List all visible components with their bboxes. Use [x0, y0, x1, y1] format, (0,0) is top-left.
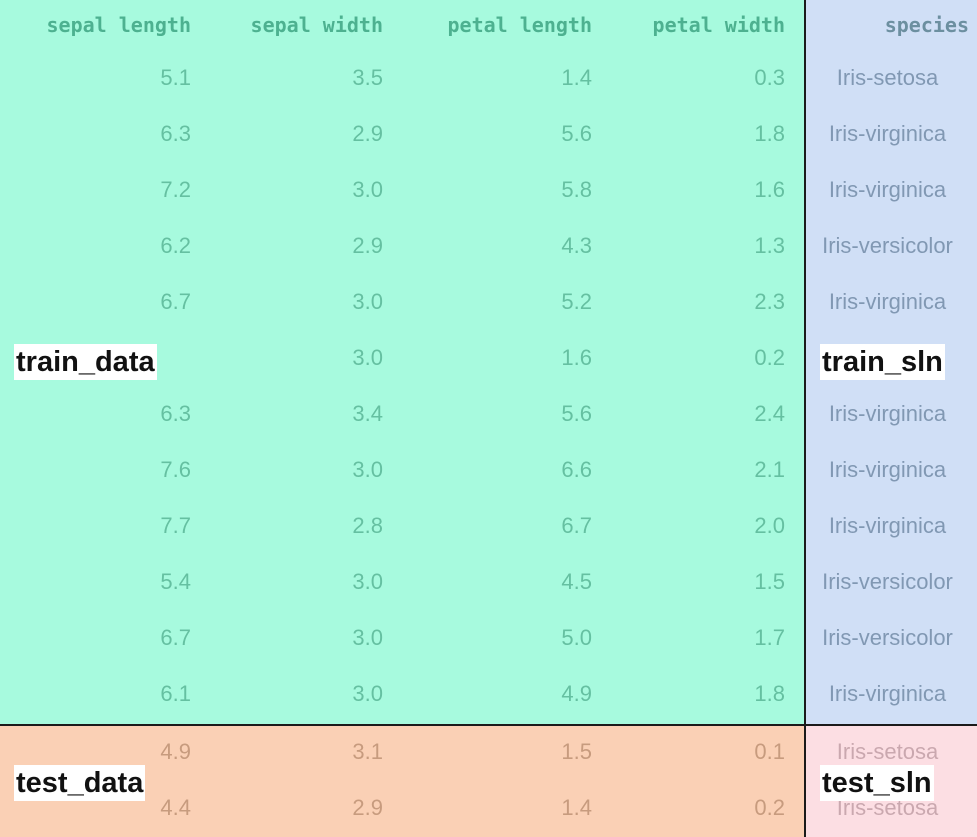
- cell-sepal-width: 3.0: [352, 681, 383, 706]
- train-test-divider: [0, 724, 977, 726]
- cell-species: Iris-versicolor: [822, 569, 953, 594]
- cell-sepal-length: 5.4: [160, 569, 191, 594]
- cell-petal-width: 2.3: [754, 289, 785, 314]
- features-target-divider: [804, 0, 806, 837]
- table-row: 6.3 3.4 5.6 2.4 Iris-virginica: [0, 386, 977, 442]
- cell-petal-length: 6.7: [561, 513, 592, 538]
- cell-sepal-length: 7.6: [160, 457, 191, 482]
- cell-petal-length: 6.6: [561, 457, 592, 482]
- cell-petal-width: 1.8: [754, 121, 785, 146]
- train-data-label: train_data: [14, 344, 157, 380]
- cell-sepal-width: 2.9: [352, 233, 383, 258]
- table-row: 7.6 3.0 6.6 2.1 Iris-virginica: [0, 442, 977, 498]
- cell-petal-width: 0.3: [754, 65, 785, 90]
- cell-species: Iris-virginica: [828, 681, 947, 706]
- cell-petal-width: 1.3: [754, 233, 785, 258]
- table-row: 6.1 3.0 4.9 1.8 Iris-virginica: [0, 666, 977, 722]
- cell-petal-length: 1.6: [561, 345, 592, 370]
- column-header-sepal-width: sepal width: [250, 13, 383, 37]
- cell-sepal-width: 3.0: [352, 625, 383, 650]
- cell-petal-width: 1.8: [754, 681, 785, 706]
- cell-petal-width: 2.0: [754, 513, 785, 538]
- cell-species: Iris-setosa: [836, 65, 939, 90]
- cell-sepal-length: 6.3: [160, 121, 191, 146]
- column-header-species: species: [884, 13, 969, 37]
- cell-sepal-length: 6.3: [160, 401, 191, 426]
- table-row: 7.2 3.0 5.8 1.6 Iris-virginica: [0, 162, 977, 218]
- cell-petal-length: 4.9: [561, 681, 592, 706]
- cell-petal-width: 1.5: [754, 569, 785, 594]
- cell-petal-length: 5.0: [561, 625, 592, 650]
- cell-sepal-length: 7.7: [160, 513, 191, 538]
- cell-petal-width: 1.7: [754, 625, 785, 650]
- cell-sepal-width: 3.5: [352, 65, 383, 90]
- cell-species: Iris-versicolor: [822, 233, 953, 258]
- cell-species: Iris-virginica: [828, 121, 947, 146]
- cell-sepal-width: 2.8: [352, 513, 383, 538]
- cell-sepal-width: 3.0: [352, 289, 383, 314]
- cell-sepal-width: 3.0: [352, 569, 383, 594]
- cell-petal-length: 1.4: [561, 65, 592, 90]
- cell-petal-length: 1.5: [561, 739, 592, 764]
- cell-petal-width: 1.6: [754, 177, 785, 202]
- table-row: 5.1 3.5 1.4 0.3 Iris-setosa: [0, 50, 977, 106]
- table-row: 5.4 3.0 4.5 1.5 Iris-versicolor: [0, 554, 977, 610]
- table-row: 6.2 2.9 4.3 1.3 Iris-versicolor: [0, 218, 977, 274]
- cell-sepal-length: 6.7: [160, 625, 191, 650]
- cell-petal-length: 5.2: [561, 289, 592, 314]
- cell-species: Iris-virginica: [828, 177, 947, 202]
- test-data-label: test_data: [14, 765, 146, 801]
- cell-petal-width: 0.1: [754, 739, 785, 764]
- cell-sepal-width: 3.0: [352, 345, 383, 370]
- cell-species: Iris-virginica: [828, 289, 947, 314]
- cell-sepal-length: 6.1: [160, 681, 191, 706]
- table-row: 6.3 2.9 5.6 1.8 Iris-virginica: [0, 106, 977, 162]
- column-header-petal-width: petal width: [652, 13, 785, 37]
- cell-petal-width: 2.1: [754, 457, 785, 482]
- cell-sepal-width: 3.0: [352, 177, 383, 202]
- cell-sepal-length: 6.7: [160, 289, 191, 314]
- table-row: 6.7 3.0 5.0 1.7 Iris-versicolor: [0, 610, 977, 666]
- cell-sepal-length: 5.1: [160, 65, 191, 90]
- cell-petal-length: 5.6: [561, 121, 592, 146]
- cell-petal-length: 4.5: [561, 569, 592, 594]
- table-row: 6.7 3.0 5.2 2.3 Iris-virginica: [0, 274, 977, 330]
- column-header-petal-length: petal length: [447, 13, 593, 37]
- cell-petal-width: 2.4: [754, 401, 785, 426]
- cell-sepal-length: 7.2: [160, 177, 191, 202]
- cell-species: Iris-versicolor: [822, 625, 953, 650]
- cell-petal-length: 1.4: [561, 795, 592, 820]
- cell-sepal-width: 3.4: [352, 401, 383, 426]
- cell-sepal-width: 3.1: [352, 739, 383, 764]
- cell-sepal-length: 6.2: [160, 233, 191, 258]
- cell-species: Iris-virginica: [828, 513, 947, 538]
- cell-petal-length: 5.8: [561, 177, 592, 202]
- cell-sepal-width: 2.9: [352, 121, 383, 146]
- cell-petal-width: 0.2: [754, 345, 785, 370]
- cell-species: Iris-virginica: [828, 457, 947, 482]
- column-header-sepal-length: sepal length: [46, 13, 192, 37]
- test-sln-label: test_sln: [820, 765, 934, 801]
- table-row: 7.7 2.8 6.7 2.0 Iris-virginica: [0, 498, 977, 554]
- cell-petal-length: 5.6: [561, 401, 592, 426]
- cell-species: Iris-virginica: [828, 401, 947, 426]
- cell-sepal-width: 2.9: [352, 795, 383, 820]
- cell-petal-width: 0.2: [754, 795, 785, 820]
- train-sln-label: train_sln: [820, 344, 945, 380]
- cell-sepal-width: 3.0: [352, 457, 383, 482]
- cell-petal-length: 4.3: [561, 233, 592, 258]
